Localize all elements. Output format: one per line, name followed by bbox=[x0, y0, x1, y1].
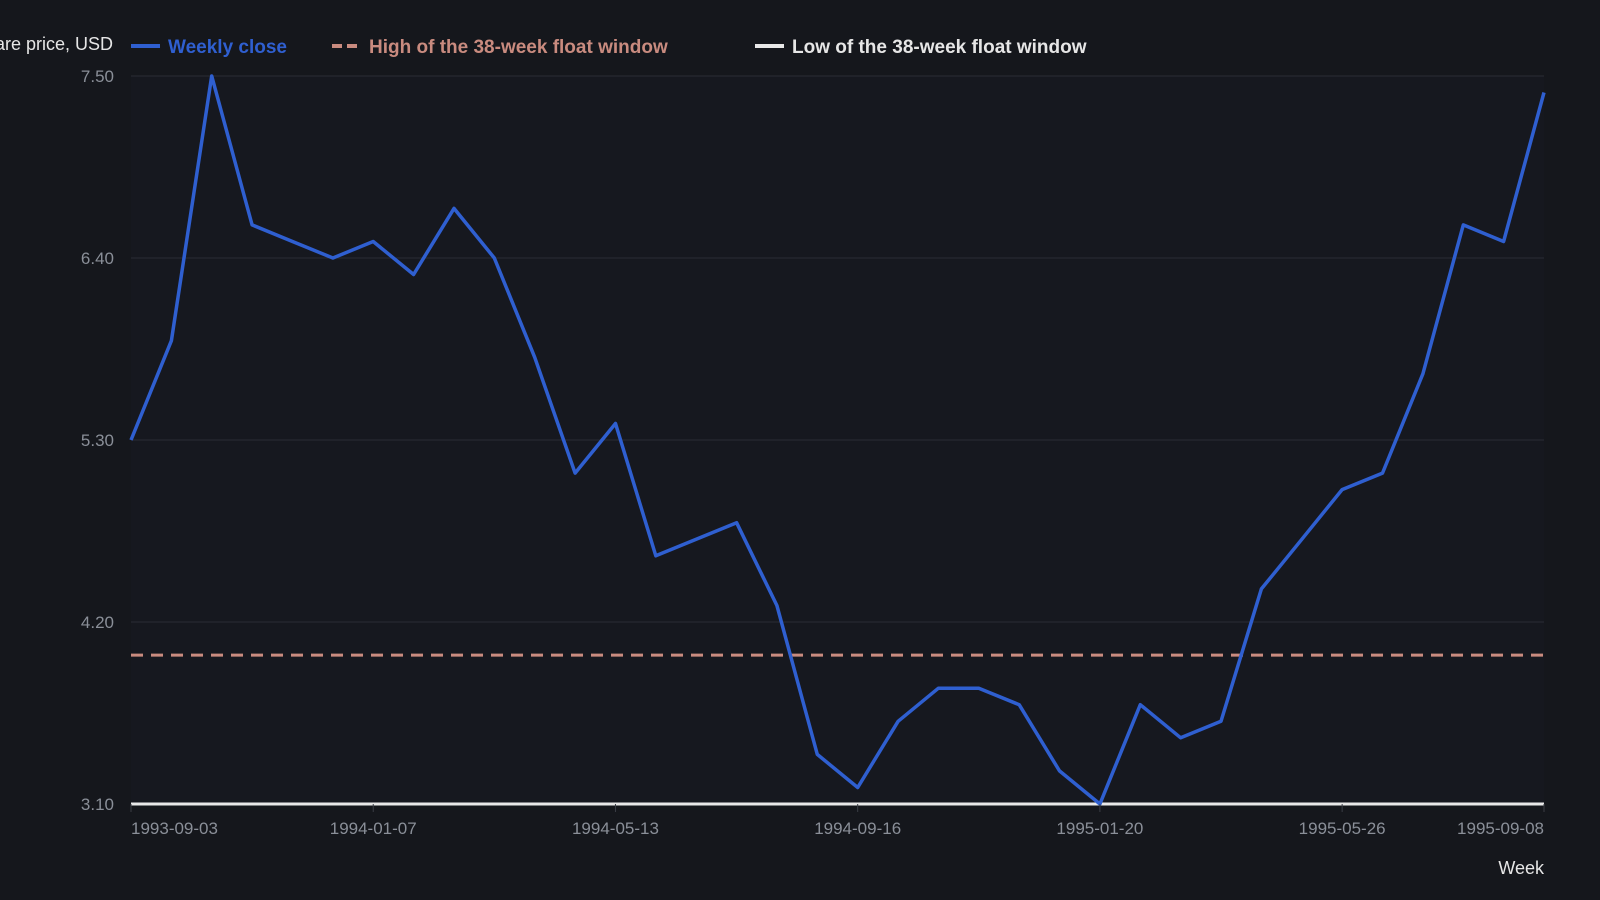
x-tick-label: 1993-09-03 bbox=[131, 819, 218, 838]
x-tick-label: 1995-09-08 bbox=[1457, 819, 1544, 838]
series-line-weekly-close bbox=[129, 74, 1546, 806]
legend-label: High of the 38-week float window bbox=[369, 37, 668, 58]
legend-label: Weekly close bbox=[168, 37, 287, 58]
x-tick-label: 1994-01-07 bbox=[330, 819, 417, 838]
y-axis: 3.10 4.20 5.30 6.40 7.50 bbox=[81, 67, 114, 814]
x-axis: 1993-09-03 1994-01-07 1994-05-13 1994-09-16… bbox=[130, 804, 1545, 838]
x-tick-label: 1995-05-26 bbox=[1299, 819, 1386, 838]
y-axis-title: Share price, USD bbox=[0, 34, 113, 54]
x-axis-title: Week bbox=[1498, 858, 1545, 878]
x-tick-label: 1995-01-20 bbox=[1056, 819, 1143, 838]
y-tick-label: 7.50 bbox=[81, 67, 114, 86]
legend: Weekly close High of the 38-week float wi… bbox=[131, 37, 1087, 58]
legend-label: Low of the 38-week float window bbox=[792, 37, 1087, 58]
series-layer bbox=[129, 74, 1546, 806]
y-tick-label: 5.30 bbox=[81, 431, 114, 450]
x-tick-label: 1994-05-13 bbox=[572, 819, 659, 838]
y-tick-label: 3.10 bbox=[81, 795, 114, 814]
y-tick-label: 4.20 bbox=[81, 613, 114, 632]
x-tick-label: 1994-09-16 bbox=[814, 819, 901, 838]
y-tick-label: 6.40 bbox=[81, 249, 114, 268]
